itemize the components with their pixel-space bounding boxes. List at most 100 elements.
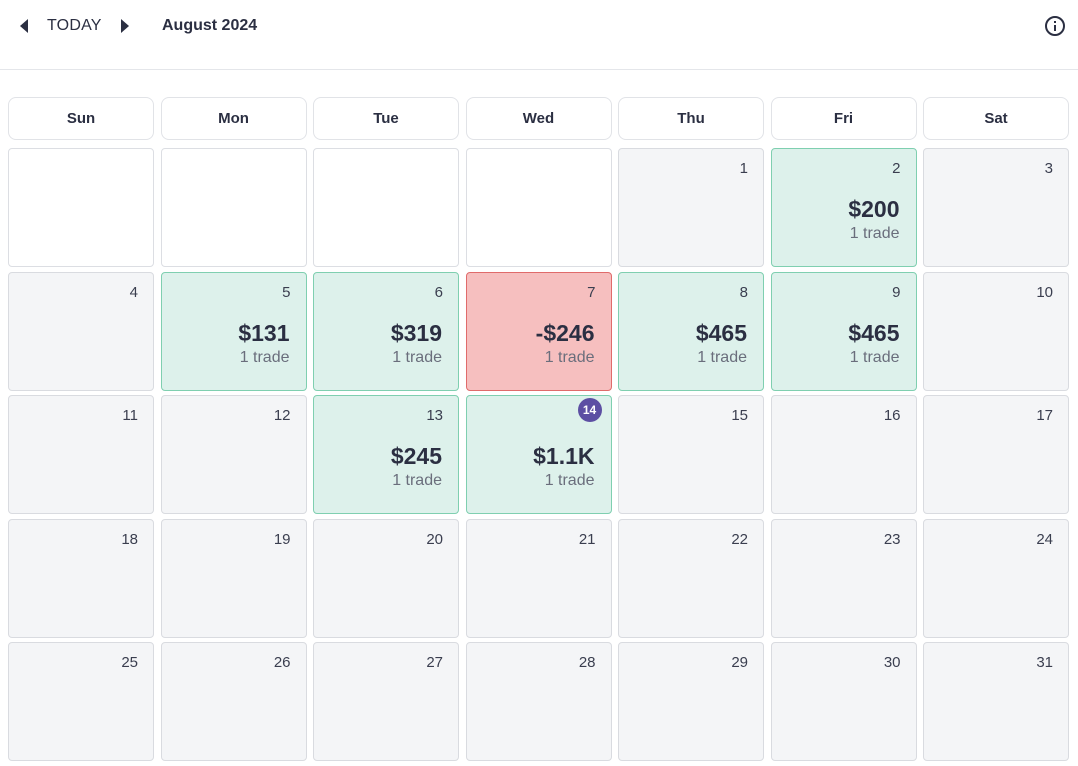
day-trade-count: 1 trade (849, 225, 900, 242)
weekday-header-row: Sun Mon Tue Wed Thu Fri Sat (8, 97, 1071, 140)
day-number: 25 (121, 654, 138, 671)
day-number: 6 (434, 283, 443, 301)
next-month-button[interactable] (113, 14, 137, 38)
day-cell-11[interactable]: 11 (8, 395, 154, 514)
day-number: 23 (883, 530, 901, 548)
weekday-wed: Wed (465, 97, 612, 140)
day-cell-16[interactable]: 16 (770, 395, 917, 514)
day-cell-22[interactable]: 22 (618, 518, 764, 638)
today-badge: 14 (577, 398, 602, 422)
chevron-left-icon (20, 19, 28, 33)
day-number: 10 (1036, 283, 1053, 301)
day-trade-count: 1 trade (392, 472, 442, 489)
day-cell-12[interactable]: 12 (160, 395, 307, 514)
day-trade-count: 1 trade (544, 348, 595, 366)
weekday-tue: Tue (313, 97, 459, 140)
day-cell-19[interactable]: 19 (160, 518, 307, 638)
prev-month-button[interactable] (12, 14, 36, 38)
day-number: 13 (426, 407, 443, 424)
calendar-header: TODAY August 2024 (0, 0, 1078, 70)
day-number: 21 (578, 530, 596, 548)
day-number: 3 (1044, 160, 1053, 177)
weekday-thu: Thu (618, 97, 764, 140)
day-number: 5 (282, 283, 291, 301)
day-number: 9 (892, 283, 901, 301)
day-pnl: $131 (238, 319, 290, 346)
day-cell-2[interactable]: 2 $200 1 trade (770, 148, 917, 267)
day-number: 31 (1036, 654, 1053, 671)
day-number: 29 (731, 654, 748, 671)
day-cell-21[interactable]: 21 (465, 518, 612, 638)
day-cell-30[interactable]: 30 (770, 642, 917, 761)
day-number: 7 (587, 283, 596, 301)
day-pnl: $319 (390, 319, 442, 346)
day-number: 11 (122, 407, 138, 424)
day-number: 19 (273, 530, 291, 548)
day-cell-25[interactable]: 25 (8, 642, 154, 761)
day-trade-count: 1 trade (849, 348, 900, 366)
day-cell-7[interactable]: 7 -$246 1 trade (465, 271, 612, 391)
day-cell-8[interactable]: 8 $465 1 trade (618, 271, 764, 391)
day-number: 12 (273, 407, 291, 424)
day-pnl: -$246 (535, 319, 595, 346)
day-trade-count: 1 trade (239, 348, 290, 366)
day-cell-27[interactable]: 27 (313, 642, 459, 761)
empty-day-cell (8, 148, 154, 267)
day-cell-29[interactable]: 29 (618, 642, 764, 761)
day-cell-9[interactable]: 9 $465 1 trade (770, 271, 917, 391)
day-pnl: $245 (390, 443, 442, 469)
day-trade-count: 1 trade (544, 472, 595, 489)
weekday-sun: Sun (8, 97, 154, 140)
day-cell-6[interactable]: 6 $319 1 trade (313, 271, 459, 391)
day-pnl: $465 (848, 319, 900, 346)
month-title: August 2024 (162, 17, 258, 34)
info-icon-bar (1054, 25, 1056, 31)
day-number: 27 (426, 654, 443, 671)
day-cell-28[interactable]: 28 (465, 642, 612, 761)
day-cell-26[interactable]: 26 (160, 642, 307, 761)
day-cell-4[interactable]: 4 (8, 271, 154, 391)
info-icon-dot (1054, 21, 1056, 23)
day-number: 28 (578, 654, 596, 671)
today-button[interactable]: TODAY (47, 17, 102, 34)
weekday-sat: Sat (923, 97, 1069, 140)
day-number: 1 (739, 160, 748, 177)
day-number: 17 (1036, 407, 1053, 424)
weekday-fri: Fri (770, 97, 917, 140)
empty-day-cell (160, 148, 307, 267)
day-number: 4 (129, 283, 138, 301)
day-number: 16 (883, 407, 901, 424)
chevron-right-icon (121, 19, 129, 33)
day-cell-1[interactable]: 1 (618, 148, 764, 267)
day-number: 26 (273, 654, 291, 671)
day-cell-14[interactable]: 14 $1.1K 1 trade (465, 395, 612, 514)
day-number: 30 (883, 654, 901, 671)
empty-day-cell (313, 148, 459, 267)
weekday-mon: Mon (160, 97, 307, 140)
info-icon[interactable] (1045, 16, 1065, 36)
day-number: 22 (731, 530, 748, 548)
day-cell-5[interactable]: 5 $131 1 trade (160, 271, 307, 391)
day-pnl: $465 (695, 319, 747, 346)
day-cell-20[interactable]: 20 (313, 518, 459, 638)
day-cell-17[interactable]: 17 (923, 395, 1069, 514)
day-cell-31[interactable]: 31 (923, 642, 1069, 761)
day-cell-24[interactable]: 24 (923, 518, 1069, 638)
day-number: 8 (739, 283, 748, 301)
day-cell-15[interactable]: 15 (618, 395, 764, 514)
day-number: 2 (892, 160, 901, 177)
day-number: 24 (1036, 530, 1053, 548)
day-number: 15 (731, 407, 748, 424)
day-cell-3[interactable]: 3 (923, 148, 1069, 267)
day-cell-10[interactable]: 10 (923, 271, 1069, 391)
day-cell-18[interactable]: 18 (8, 518, 154, 638)
day-trade-count: 1 trade (392, 348, 442, 366)
day-pnl: $200 (848, 196, 900, 222)
day-number: 18 (121, 530, 138, 548)
calendar-grid: 1 2 $200 1 trade 3 4 5 $131 1 trade 6 $319 1 trade 7… (8, 148, 1071, 761)
day-number: 20 (426, 530, 443, 548)
day-cell-23[interactable]: 23 (770, 518, 917, 638)
empty-day-cell (465, 148, 612, 267)
day-trade-count: 1 trade (697, 348, 747, 366)
day-cell-13[interactable]: 13 $245 1 trade (313, 395, 459, 514)
